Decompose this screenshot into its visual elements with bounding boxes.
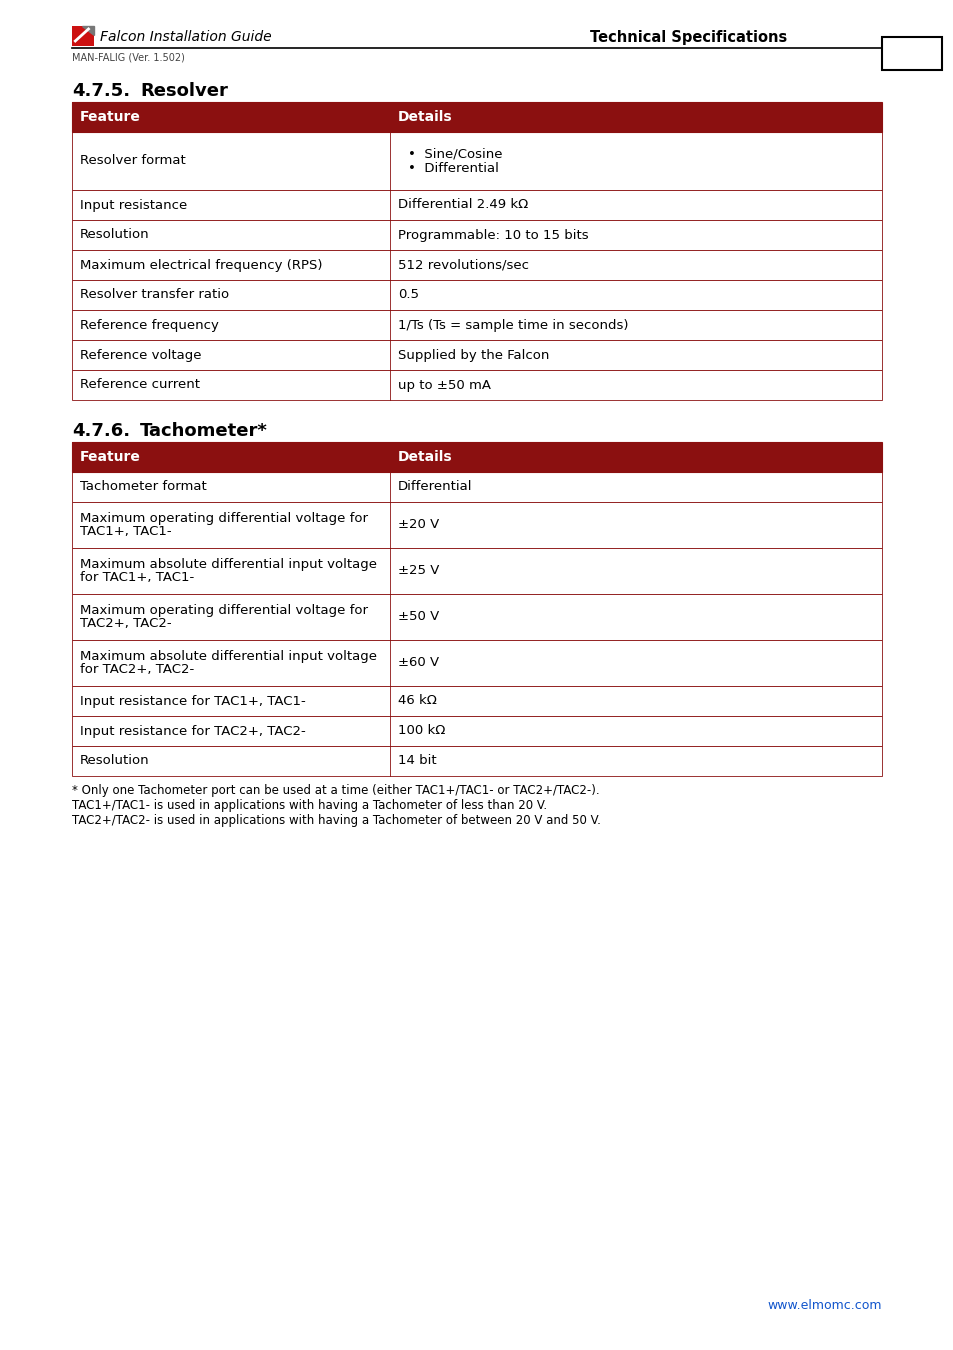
- Text: 14 bit: 14 bit: [397, 755, 436, 768]
- Text: Differential: Differential: [397, 481, 472, 494]
- Bar: [71, 250, 882, 279]
- Text: ±20 V: ±20 V: [397, 518, 438, 532]
- Text: 66: 66: [898, 42, 924, 61]
- Text: Differential 2.49 kΩ: Differential 2.49 kΩ: [397, 198, 528, 212]
- Text: 1/Ts (Ts = sample time in seconds): 1/Ts (Ts = sample time in seconds): [397, 319, 628, 332]
- Text: Tachometer*: Tachometer*: [140, 423, 268, 440]
- Bar: [71, 441, 882, 472]
- Bar: [71, 472, 882, 502]
- Bar: [71, 548, 882, 594]
- Bar: [71, 103, 882, 132]
- Text: 512 revolutions/sec: 512 revolutions/sec: [397, 258, 529, 271]
- Bar: [71, 370, 882, 400]
- Text: Technical Specifications: Technical Specifications: [589, 30, 786, 45]
- Text: www.elmomc.com: www.elmomc.com: [767, 1299, 882, 1312]
- Text: Tachometer format: Tachometer format: [80, 481, 207, 494]
- Text: Reference voltage: Reference voltage: [80, 348, 201, 362]
- Text: Maximum operating differential voltage for: Maximum operating differential voltage f…: [80, 512, 368, 525]
- Text: TAC2+, TAC2-: TAC2+, TAC2-: [80, 617, 172, 630]
- Bar: [71, 190, 882, 220]
- Text: Input resistance for TAC2+, TAC2-: Input resistance for TAC2+, TAC2-: [80, 725, 305, 737]
- Bar: [71, 686, 882, 716]
- Text: Resolver format: Resolver format: [80, 154, 186, 167]
- Text: * Only one Tachometer port can be used at a time (either TAC1+/TAC1- or TAC2+/TA: * Only one Tachometer port can be used a…: [71, 784, 599, 796]
- Text: TAC1+/TAC1- is used in applications with having a Tachometer of less than 20 V.: TAC1+/TAC1- is used in applications with…: [71, 799, 547, 811]
- Text: 4.7.5.: 4.7.5.: [71, 82, 130, 100]
- Text: •  Differential: • Differential: [408, 162, 498, 174]
- Text: 46 kΩ: 46 kΩ: [397, 694, 436, 707]
- Text: ±60 V: ±60 V: [397, 656, 438, 670]
- Text: Falcon Installation Guide: Falcon Installation Guide: [100, 30, 272, 45]
- Text: Maximum absolute differential input voltage: Maximum absolute differential input volt…: [80, 649, 376, 663]
- Text: Reference frequency: Reference frequency: [80, 319, 218, 332]
- Text: for TAC1+, TAC1-: for TAC1+, TAC1-: [80, 571, 194, 585]
- Bar: [71, 279, 882, 310]
- Text: Reference current: Reference current: [80, 378, 200, 392]
- Text: Supplied by the Falcon: Supplied by the Falcon: [397, 348, 549, 362]
- Text: Details: Details: [397, 109, 452, 124]
- Text: Input resistance: Input resistance: [80, 198, 187, 212]
- Text: Feature: Feature: [80, 450, 141, 464]
- Text: MAN-FALIG (Ver. 1.502): MAN-FALIG (Ver. 1.502): [71, 53, 185, 63]
- Text: up to ±50 mA: up to ±50 mA: [397, 378, 491, 392]
- Bar: [71, 132, 882, 190]
- Bar: [71, 502, 882, 548]
- Bar: [71, 747, 882, 776]
- Text: ±25 V: ±25 V: [397, 564, 439, 578]
- Text: Maximum operating differential voltage for: Maximum operating differential voltage f…: [80, 603, 368, 617]
- Bar: [71, 441, 882, 472]
- Text: Programmable: 10 to 15 bits: Programmable: 10 to 15 bits: [397, 228, 588, 242]
- Bar: [882, 36, 941, 70]
- Polygon shape: [82, 26, 94, 35]
- Text: Feature: Feature: [80, 109, 141, 124]
- Bar: [71, 220, 882, 250]
- Bar: [71, 640, 882, 686]
- Bar: [71, 310, 882, 340]
- Text: •  Sine/Cosine: • Sine/Cosine: [408, 147, 502, 161]
- Text: Resolver: Resolver: [140, 82, 228, 100]
- Bar: [71, 594, 882, 640]
- Text: Resolution: Resolution: [80, 755, 150, 768]
- Bar: [71, 340, 882, 370]
- Text: TAC1+, TAC1-: TAC1+, TAC1-: [80, 525, 172, 539]
- Text: Maximum absolute differential input voltage: Maximum absolute differential input volt…: [80, 558, 376, 571]
- Text: Details: Details: [397, 450, 452, 464]
- Text: Input resistance for TAC1+, TAC1-: Input resistance for TAC1+, TAC1-: [80, 694, 305, 707]
- Bar: [71, 716, 882, 747]
- Text: ±50 V: ±50 V: [397, 610, 438, 624]
- Bar: [71, 103, 882, 132]
- Text: for TAC2+, TAC2-: for TAC2+, TAC2-: [80, 663, 194, 676]
- Text: 4.7.6.: 4.7.6.: [71, 423, 130, 440]
- Text: Maximum electrical frequency (RPS): Maximum electrical frequency (RPS): [80, 258, 322, 271]
- Text: 100 kΩ: 100 kΩ: [397, 725, 445, 737]
- Bar: [71, 26, 94, 46]
- Text: Resolution: Resolution: [80, 228, 150, 242]
- Text: TAC2+/TAC2- is used in applications with having a Tachometer of between 20 V and: TAC2+/TAC2- is used in applications with…: [71, 814, 600, 828]
- Text: Resolver transfer ratio: Resolver transfer ratio: [80, 289, 229, 301]
- Text: 0.5: 0.5: [397, 289, 418, 301]
